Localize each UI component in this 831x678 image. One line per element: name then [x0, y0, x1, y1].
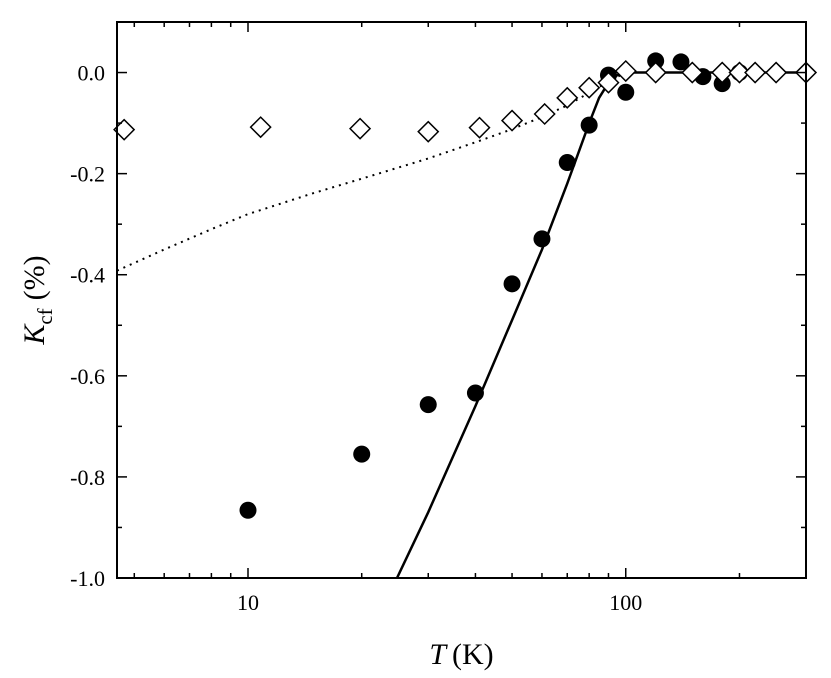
open-diamond-point [711, 61, 734, 84]
open-diamond-point [728, 61, 751, 84]
y-tick-label: -1.0 [70, 566, 105, 591]
y-tick-label: -0.6 [70, 364, 105, 389]
open-diamond-point [597, 71, 620, 94]
filled-circle-point [617, 83, 635, 101]
x-tick-label: 100 [609, 590, 642, 615]
y-axis-subscript: cf [33, 308, 57, 324]
filled-circle-point [239, 501, 257, 519]
filled-circle-point [558, 154, 576, 172]
filled-circle-point [713, 75, 731, 93]
open-diamond-point [744, 61, 767, 84]
y-tick-label: -0.2 [70, 162, 105, 187]
open-diamond-point [578, 76, 601, 99]
data-markers [113, 52, 818, 519]
y-tick-label: -0.8 [70, 465, 105, 490]
open-diamond-point [681, 61, 704, 84]
filled-circle-point [533, 230, 551, 248]
open-diamond-point [533, 102, 556, 126]
filled-circle-point [353, 445, 371, 463]
y-axis-title: Kcf (%) [18, 255, 57, 345]
y-axis-unit: (%) [18, 255, 51, 300]
open-diamond-point [500, 109, 524, 132]
x-tick-label: 10 [237, 590, 259, 615]
filled-circle-point [466, 384, 484, 402]
axis-ticks [117, 21, 807, 579]
filled-circle-point [580, 116, 598, 134]
open-diamond-point [249, 116, 272, 139]
y-tick-label: 0.0 [78, 61, 106, 86]
open-diamond-point [349, 117, 372, 140]
y-axis-symbol: K [18, 323, 51, 346]
x-axis-title: T (K) [429, 638, 493, 671]
open-diamond-point [417, 120, 440, 143]
open-diamond-point [765, 61, 788, 84]
x-axis-symbol: T [429, 638, 448, 671]
filled-circle-point [503, 275, 521, 293]
filled-circle-point [419, 396, 437, 414]
open-diamond-point [614, 59, 637, 83]
y-tick-label: -0.4 [70, 263, 105, 288]
open-diamond-point [644, 61, 667, 84]
tick-labels: 10 100 -1.0 -0.8 -0.6 -0.4 -0.2 0.0 [70, 61, 642, 615]
filled-circle-point [672, 53, 690, 71]
solid-fit-line [395, 71, 806, 578]
fit-curves [117, 71, 806, 578]
filled-circle-point [647, 52, 665, 70]
open-diamond-point [468, 116, 491, 139]
open-diamond-point [556, 86, 579, 109]
plot-frame [116, 21, 807, 579]
x-axis-unit: (K) [452, 638, 494, 671]
